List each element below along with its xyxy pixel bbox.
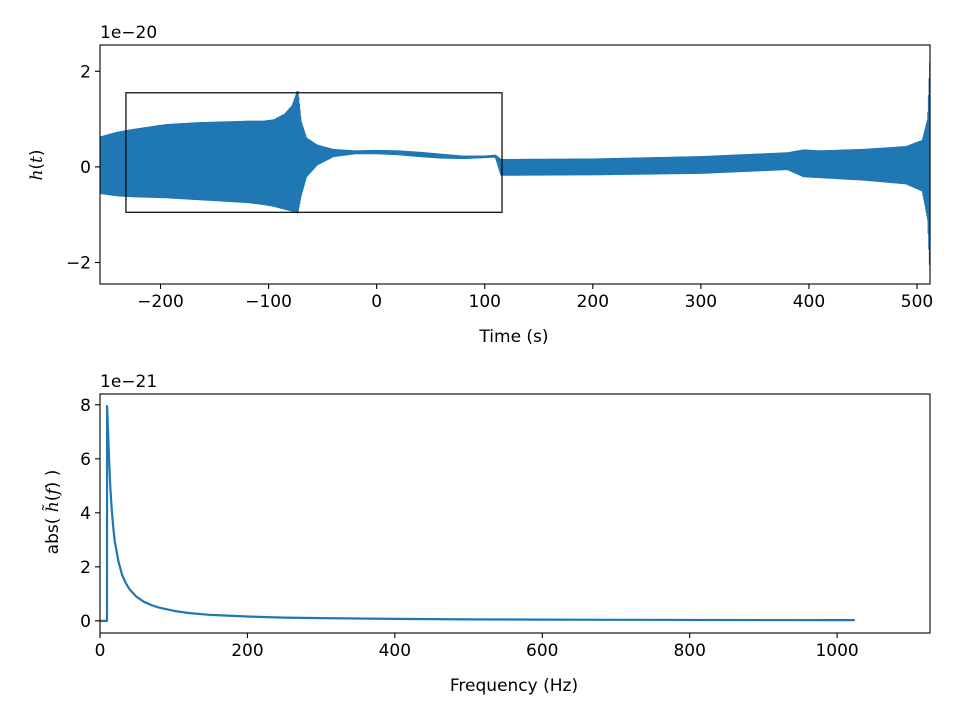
frequency-domain-frame bbox=[99, 393, 931, 634]
y-tick-label: 0 bbox=[80, 612, 91, 632]
frequency-domain-y-label-pre: abs( bbox=[43, 512, 63, 554]
y-tick-label: 8 bbox=[80, 396, 91, 416]
x-tick-label: 0 bbox=[95, 641, 106, 661]
time-domain-y-ticks: −2 0 2 bbox=[66, 62, 100, 273]
time-domain-x-ticks: −200 −100 0 100 200 300 400 500 bbox=[137, 284, 933, 312]
frequency-domain-y-label-symbol: h̃ bbox=[42, 501, 63, 512]
frequency-domain-offset-text: 1e−21 bbox=[100, 372, 157, 392]
x-tick-label: 200 bbox=[577, 292, 609, 312]
y-tick-label: 4 bbox=[80, 504, 91, 524]
x-tick-label: 400 bbox=[793, 292, 825, 312]
frequency-domain-axes: 0 200 400 600 800 1000 0 2 4 6 8 1e−21 Frequency … bbox=[42, 372, 931, 696]
time-domain-y-label-close: ) bbox=[27, 149, 47, 156]
time-domain-y-label-open: ( bbox=[27, 163, 47, 170]
time-domain-y-label-symbol: h bbox=[27, 170, 47, 181]
frequency-domain-y-label: abs( h̃(f) ) bbox=[42, 470, 63, 555]
zoom-inset-box bbox=[125, 92, 503, 213]
y-tick-label: 0 bbox=[80, 158, 91, 178]
x-tick-label: 800 bbox=[673, 641, 705, 661]
time-domain-y-label-var: t bbox=[27, 156, 47, 163]
frequency-domain-y-label-var: f bbox=[43, 486, 63, 497]
x-tick-label: 600 bbox=[526, 641, 558, 661]
strain-smooth-segment bbox=[306, 150, 503, 169]
time-domain-axes: −200 −100 0 100 200 300 400 500 −2 0 2 1e−20 Time… bbox=[27, 23, 933, 347]
frequency-domain-y-label-open: ( bbox=[43, 495, 63, 502]
y-tick-label: 2 bbox=[80, 62, 91, 82]
x-tick-label: −200 bbox=[137, 292, 184, 312]
x-tick-label: 200 bbox=[231, 641, 263, 661]
frequency-domain-plot-area bbox=[100, 405, 855, 622]
strain-series-line bbox=[100, 61, 930, 266]
frequency-domain-x-ticks: 0 200 400 600 800 1000 bbox=[95, 633, 859, 661]
time-domain-plot-area bbox=[100, 61, 930, 266]
time-domain-offset-text: 1e−20 bbox=[100, 23, 157, 43]
amplitude-series-line bbox=[100, 405, 855, 622]
x-tick-label: 0 bbox=[371, 292, 382, 312]
x-tick-label: −100 bbox=[245, 292, 292, 312]
frequency-domain-x-label: Frequency (Hz) bbox=[450, 676, 578, 696]
x-tick-label: 400 bbox=[379, 641, 411, 661]
x-tick-label: 500 bbox=[901, 292, 933, 312]
y-tick-label: 6 bbox=[80, 450, 91, 470]
time-domain-x-label: Time (s) bbox=[478, 327, 548, 347]
time-domain-frame bbox=[99, 44, 931, 285]
y-tick-label: 2 bbox=[80, 558, 91, 578]
frequency-domain-y-ticks: 0 2 4 6 8 bbox=[80, 396, 100, 632]
time-domain-y-label: h(t) bbox=[27, 149, 47, 180]
y-tick-label: −2 bbox=[66, 253, 91, 273]
x-tick-label: 1000 bbox=[815, 641, 858, 661]
frequency-domain-y-label-close: ) ) bbox=[43, 470, 63, 489]
x-tick-label: 300 bbox=[685, 292, 717, 312]
x-tick-label: 100 bbox=[469, 292, 501, 312]
